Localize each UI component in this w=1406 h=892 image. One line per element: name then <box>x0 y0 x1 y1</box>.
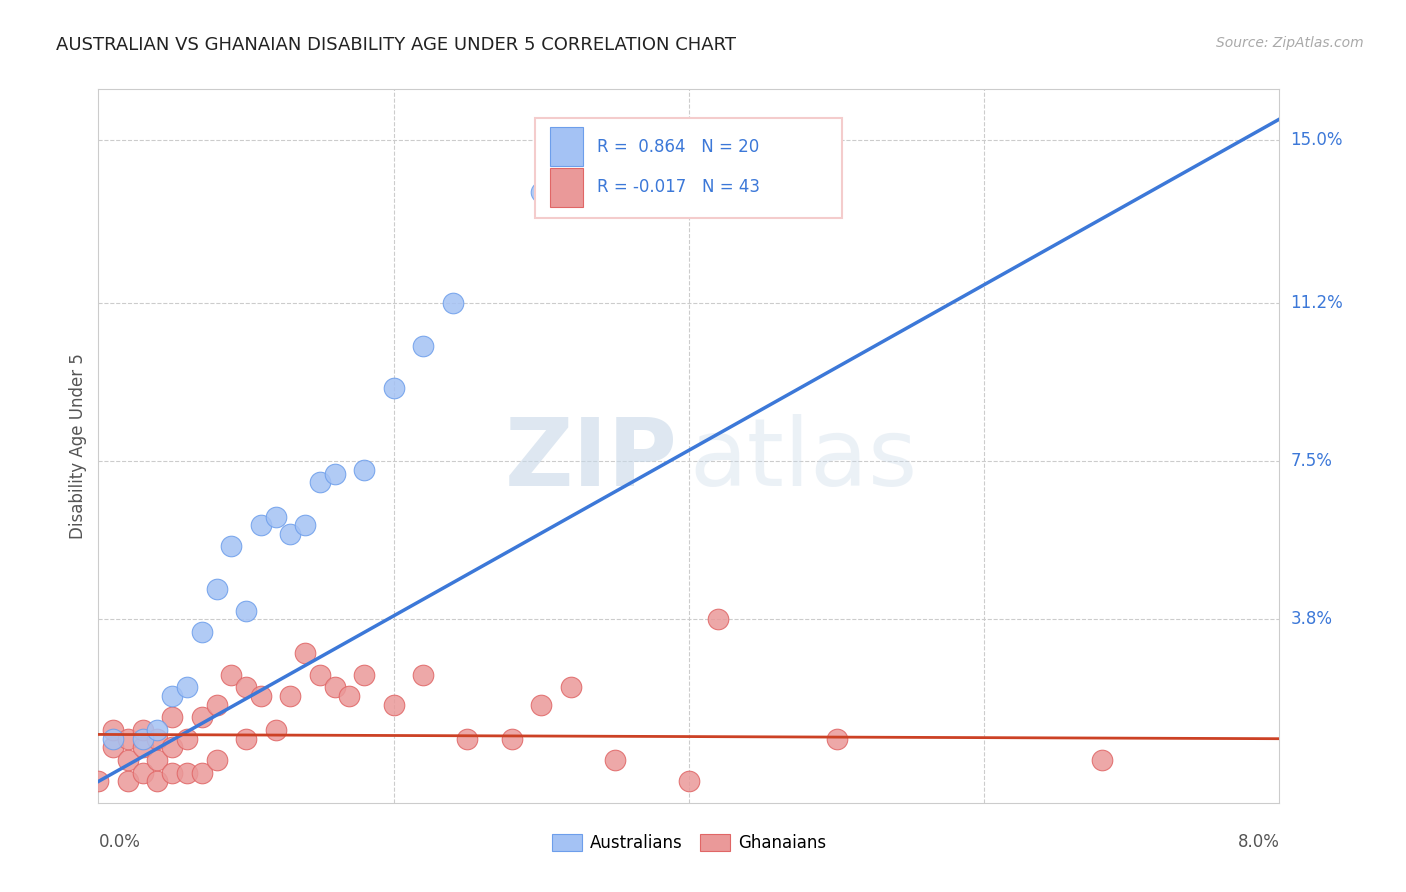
Point <box>605 753 627 767</box>
Point <box>501 731 523 746</box>
Text: 7.5%: 7.5% <box>1291 452 1333 470</box>
Point <box>103 740 124 755</box>
FancyBboxPatch shape <box>550 168 582 207</box>
Point <box>162 710 183 724</box>
Point <box>219 540 242 554</box>
Point <box>103 723 124 738</box>
FancyBboxPatch shape <box>550 127 582 166</box>
Point <box>205 698 228 712</box>
Point <box>87 774 110 789</box>
Point <box>117 753 139 767</box>
Point <box>353 667 375 681</box>
Point <box>205 582 228 596</box>
Point <box>382 381 405 395</box>
Text: ZIP: ZIP <box>505 414 678 507</box>
Point <box>323 681 346 695</box>
Text: R = -0.017   N = 43: R = -0.017 N = 43 <box>596 178 759 196</box>
Text: 0.0%: 0.0% <box>98 833 141 851</box>
Point <box>264 723 287 738</box>
Legend: Australians, Ghanaians: Australians, Ghanaians <box>546 827 832 859</box>
Point <box>412 338 434 352</box>
Point <box>278 689 301 703</box>
Point <box>162 689 183 703</box>
Point <box>250 518 273 533</box>
Point <box>146 753 169 767</box>
Point <box>176 681 198 695</box>
Point <box>294 646 316 660</box>
Point <box>308 667 332 681</box>
Point <box>678 774 700 789</box>
Point <box>132 740 155 755</box>
Point <box>530 698 553 712</box>
Text: 11.2%: 11.2% <box>1291 293 1343 312</box>
Point <box>323 467 346 481</box>
Point <box>353 462 375 476</box>
Point <box>146 774 169 789</box>
Point <box>235 731 257 746</box>
FancyBboxPatch shape <box>536 118 842 218</box>
Point <box>176 731 198 746</box>
Point <box>146 723 169 738</box>
Point <box>205 753 228 767</box>
Point <box>530 185 553 199</box>
Text: 15.0%: 15.0% <box>1291 131 1343 150</box>
Point <box>103 731 124 746</box>
Point <box>191 710 214 724</box>
Point <box>117 731 139 746</box>
Point <box>308 475 332 490</box>
Point <box>264 509 287 524</box>
Point <box>560 681 582 695</box>
Point <box>441 296 464 310</box>
Point <box>219 667 242 681</box>
Point <box>337 689 360 703</box>
Point <box>162 765 183 780</box>
Point <box>162 740 183 755</box>
Point <box>235 603 257 617</box>
Point <box>456 731 478 746</box>
Point <box>117 774 139 789</box>
Point <box>176 765 198 780</box>
Y-axis label: Disability Age Under 5: Disability Age Under 5 <box>69 353 87 539</box>
Point <box>1091 753 1114 767</box>
Text: Source: ZipAtlas.com: Source: ZipAtlas.com <box>1216 36 1364 50</box>
Point <box>191 624 214 639</box>
Point <box>191 765 214 780</box>
Text: 8.0%: 8.0% <box>1237 833 1279 851</box>
Point <box>278 526 301 541</box>
Point <box>825 731 848 746</box>
Point <box>132 765 155 780</box>
Point <box>382 698 405 712</box>
Point <box>294 518 316 533</box>
Point <box>132 731 155 746</box>
Point <box>146 731 169 746</box>
Point <box>132 723 155 738</box>
Text: R =  0.864   N = 20: R = 0.864 N = 20 <box>596 137 759 155</box>
Point <box>250 689 273 703</box>
Text: atlas: atlas <box>689 414 917 507</box>
Text: 3.8%: 3.8% <box>1291 610 1333 628</box>
Point <box>235 681 257 695</box>
Text: AUSTRALIAN VS GHANAIAN DISABILITY AGE UNDER 5 CORRELATION CHART: AUSTRALIAN VS GHANAIAN DISABILITY AGE UN… <box>56 36 737 54</box>
Point <box>412 667 434 681</box>
Point <box>707 612 730 626</box>
